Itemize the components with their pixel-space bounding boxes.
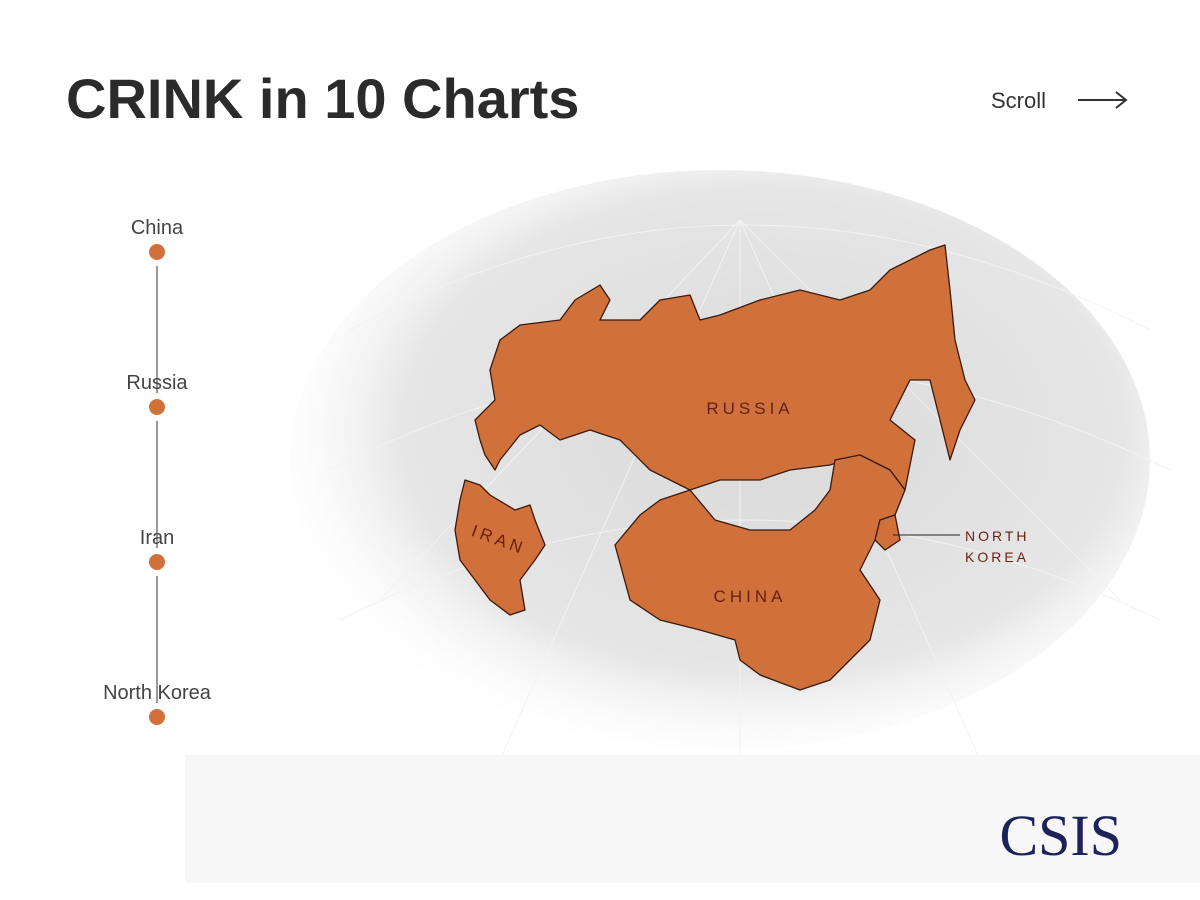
china-label: CHINA: [714, 587, 787, 606]
scroll-arrow[interactable]: [1078, 91, 1128, 109]
north-korea: [874, 514, 901, 551]
page-title: CRINK in 10 Charts: [66, 67, 579, 130]
nav-label[interactable]: Iran: [140, 527, 174, 549]
scroll-label[interactable]: Scroll: [991, 88, 1046, 113]
logo: CSIS: [999, 803, 1122, 868]
nav-label[interactable]: North Korea: [103, 682, 212, 704]
nav-label[interactable]: China: [131, 217, 184, 239]
north-korea-label: NORTH: [965, 528, 1030, 544]
iran: [454, 479, 546, 616]
footer-panel: [185, 755, 1200, 883]
nav-dot[interactable]: [149, 709, 165, 725]
north-korea-label: KOREA: [965, 549, 1029, 565]
nav-label[interactable]: Russia: [126, 372, 188, 394]
russia: [474, 244, 976, 491]
nav: China Russia Iran North Korea: [103, 217, 212, 725]
scroll-button[interactable]: Scroll: [991, 88, 1128, 113]
nav-dot[interactable]: [149, 554, 165, 570]
russia-label: RUSSIA: [706, 399, 793, 418]
nav-dot[interactable]: [149, 399, 165, 415]
nav-dot[interactable]: [149, 244, 165, 260]
